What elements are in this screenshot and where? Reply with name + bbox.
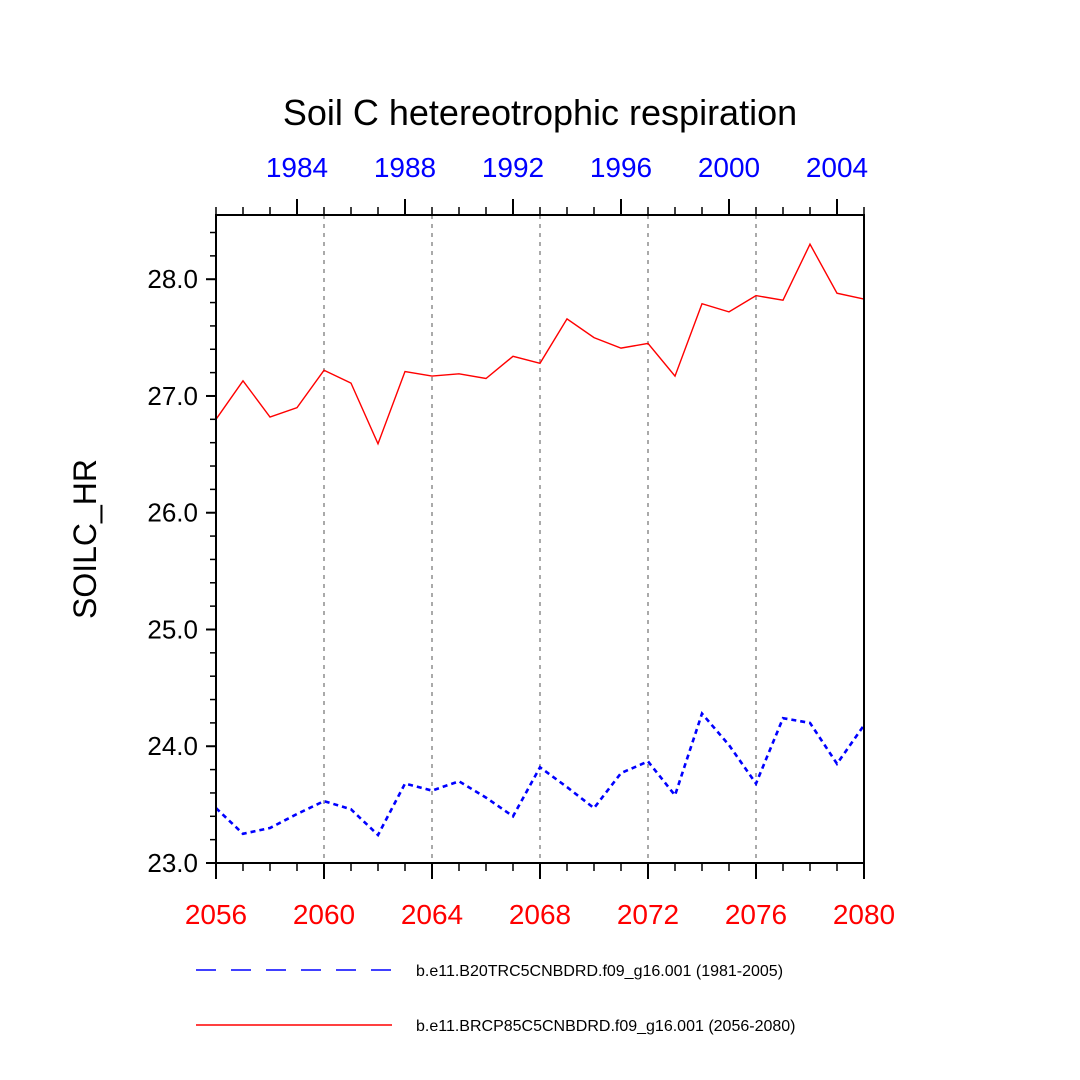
x-bottom-tick-label: 2080 <box>833 899 895 930</box>
x-top-tick-label: 1992 <box>482 152 544 183</box>
chart-title: Soil C hetereotrophic respiration <box>283 92 797 133</box>
tick-labels: 23.0 24.0 25.0 26.0 27.0 28.0 2056 2060 2064 2068… <box>147 152 895 930</box>
data-series <box>215 242 866 838</box>
x-top-tick-label: 2000 <box>698 152 760 183</box>
x-top-tick-label: 1988 <box>374 152 436 183</box>
y-tick-label: 23.0 <box>147 848 198 878</box>
x-top-tick-label: 1996 <box>590 152 652 183</box>
x-bottom-tick-label: 2068 <box>509 899 571 930</box>
axes <box>206 199 865 879</box>
x-top-tick-label: 2004 <box>806 152 868 183</box>
y-tick-label: 26.0 <box>147 498 198 528</box>
series-line-1 <box>215 242 865 446</box>
x-bottom-tick-label: 2060 <box>293 899 355 930</box>
x-bottom-tick-label: 2076 <box>725 899 787 930</box>
legend-label-rcp85: b.e11.BRCP85C5CNBDRD.f09_g16.001 (2056-2… <box>416 1018 795 1035</box>
legend-label-historical: b.e11.B20TRC5CNBDRD.f09_g16.001 (1981-20… <box>416 963 783 980</box>
x-bottom-tick-label: 2064 <box>401 899 463 930</box>
x-top-tick-label: 1984 <box>266 152 328 183</box>
legend: b.e11.B20TRC5CNBDRD.f09_g16.001 (1981-20… <box>196 963 795 1035</box>
y-axis-label: SOILC_HR <box>67 459 103 619</box>
y-tick-label: 28.0 <box>147 264 198 294</box>
y-tick-label: 27.0 <box>147 381 198 411</box>
x-bottom-tick-label: 2072 <box>617 899 679 930</box>
series-line-0 <box>215 711 866 838</box>
x-bottom-tick-label: 2056 <box>185 899 247 930</box>
y-tick-label: 25.0 <box>147 614 198 644</box>
gridlines <box>323 215 757 863</box>
y-tick-label: 24.0 <box>147 731 198 761</box>
